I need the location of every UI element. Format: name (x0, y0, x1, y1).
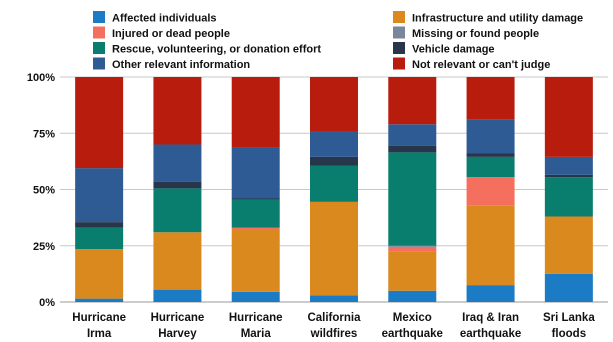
legend-swatch-rescue-volunteering-or-donation-effort (93, 42, 105, 54)
bar-stack-hurricane-harvey (153, 77, 202, 302)
legend-swatch-infrastructure-and-utility-damage (393, 11, 405, 23)
x-tick-label-iraq-iran-earthquake: Iraq & Iran earthquake (460, 312, 521, 340)
bar-segment-affected-individuals (153, 289, 202, 302)
bar-segment-infrastructure-and-utility-damage (153, 232, 202, 290)
legend-label-infrastructure-and-utility-damage: Infrastructure and utility damage (412, 13, 583, 25)
legend: Affected individuals Injured or dead peop… (93, 11, 583, 71)
bar-segment-other-relevant-information (544, 156, 593, 175)
x-axis: Hurricane Irma Hurricane Harvey Hurricane Mar… (72, 312, 595, 340)
bar-segment-vehicle-damage (544, 174, 593, 178)
bar-segment-vehicle-damage (310, 156, 358, 166)
bar-segment-affected-individuals (544, 273, 593, 302)
bar-segment-not-relevant-or-can-t-judge (466, 77, 515, 120)
x-tick-label-hurricane-maria: Hurricane Maria (229, 312, 283, 340)
bar-segment-rescue-volunteering-or-donation-effort (544, 177, 593, 217)
legend-label-vehicle-damage: Vehicle damage (412, 44, 495, 56)
bar-segment-vehicle-damage (388, 145, 437, 153)
bar-segment-injured-or-dead-people (388, 246, 437, 252)
bar-segment-rescue-volunteering-or-donation-effort (388, 152, 437, 246)
x-tick-label-california-wildfires: California wildfires (307, 312, 361, 340)
bar-segment-rescue-volunteering-or-donation-effort (231, 199, 280, 228)
bar-stack-california-wildfires (310, 77, 358, 302)
bar-segment-other-relevant-information (231, 147, 280, 199)
y-tick-label: 25% (33, 241, 55, 253)
bar-segment-not-relevant-or-can-t-judge (75, 77, 124, 169)
bar-segment-affected-individuals (310, 295, 358, 302)
bar-segment-other-relevant-information (75, 168, 124, 223)
bar-stack-mexico-earthquake (388, 77, 437, 302)
bar-stack-hurricane-irma (75, 77, 124, 302)
y-tick-label: 0% (39, 297, 55, 309)
bar-segment-rescue-volunteering-or-donation-effort (466, 156, 515, 178)
legend-swatch-not-relevant-or-can-t-judge (393, 57, 405, 70)
bar-segment-rescue-volunteering-or-donation-effort (75, 227, 124, 250)
legend-label-injured-or-dead-people: Injured or dead people (112, 28, 230, 40)
bar-segment-affected-individuals (388, 290, 437, 302)
legend-label-other-relevant-information: Other relevant information (112, 59, 250, 71)
y-tick-label: 50% (33, 185, 55, 197)
bar-segment-vehicle-damage (231, 198, 280, 200)
bar-segment-vehicle-damage (75, 222, 124, 228)
bar-segment-other-relevant-information (466, 119, 515, 154)
legend-swatch-injured-or-dead-people (93, 26, 105, 39)
bar-segment-other-relevant-information (153, 144, 202, 182)
y-tick-label: 100% (27, 72, 55, 84)
x-tick-label-hurricane-irma: Hurricane Irma (72, 312, 126, 340)
bar-segment-injured-or-dead-people (466, 177, 515, 206)
legend-label-not-relevant-or-can-t-judge: Not relevant or can't judge (412, 59, 550, 71)
bar-segment-not-relevant-or-can-t-judge (544, 77, 593, 157)
bar-segment-not-relevant-or-can-t-judge (388, 77, 437, 125)
bar-segment-not-relevant-or-can-t-judge (153, 77, 202, 145)
bar-segment-infrastructure-and-utility-damage (466, 205, 515, 286)
bar-segment-infrastructure-and-utility-damage (310, 201, 358, 296)
legend-label-affected-individuals: Affected individuals (112, 13, 217, 25)
bar-segment-affected-individuals (231, 291, 280, 302)
bar-segment-injured-or-dead-people (231, 227, 280, 230)
bar-segment-rescue-volunteering-or-donation-effort (310, 165, 358, 202)
bars (75, 77, 593, 302)
bar-segment-affected-individuals (75, 298, 124, 302)
bar-stack-iraq-iran-earthquake (466, 77, 515, 302)
bar-stack-hurricane-maria (231, 77, 280, 302)
bar-segment-not-relevant-or-can-t-judge (231, 77, 280, 148)
bar-segment-rescue-volunteering-or-donation-effort (153, 188, 202, 233)
legend-swatch-vehicle-damage (393, 42, 405, 54)
bar-segment-not-relevant-or-can-t-judge (310, 77, 358, 131)
y-tick-label: 75% (33, 128, 55, 140)
x-tick-label-hurricane-harvey: Hurricane Harvey (151, 312, 205, 340)
bar-segment-vehicle-damage (153, 181, 202, 189)
bar-stack-sri-lanka-floods (544, 77, 593, 302)
x-tick-label-sri-lanka-floods: Sri Lanka floods (543, 312, 595, 340)
bar-segment-other-relevant-information (310, 131, 358, 157)
bar-segment-infrastructure-and-utility-damage (75, 249, 124, 299)
legend-swatch-missing-or-found-people (393, 26, 405, 39)
bar-segment-other-relevant-information (388, 124, 437, 146)
bar-segment-affected-individuals (466, 285, 515, 302)
bar-segment-missing-or-found-people (388, 245, 437, 247)
x-tick-label-mexico-earthquake: Mexico earthquake (382, 312, 443, 340)
legend-label-rescue-volunteering-or-donation-effort: Rescue, volunteering, or donation effort (112, 44, 321, 56)
bar-segment-infrastructure-and-utility-damage (231, 230, 280, 292)
legend-swatch-affected-individuals (93, 11, 105, 23)
legend-swatch-other-relevant-information (93, 57, 105, 70)
bar-segment-vehicle-damage (466, 153, 515, 157)
legend-label-missing-or-found-people: Missing or found people (412, 28, 539, 40)
y-axis: 0% 25% 50% 75% 100% (27, 72, 55, 309)
bar-segment-infrastructure-and-utility-damage (544, 216, 593, 274)
bar-segment-infrastructure-and-utility-damage (388, 251, 437, 291)
